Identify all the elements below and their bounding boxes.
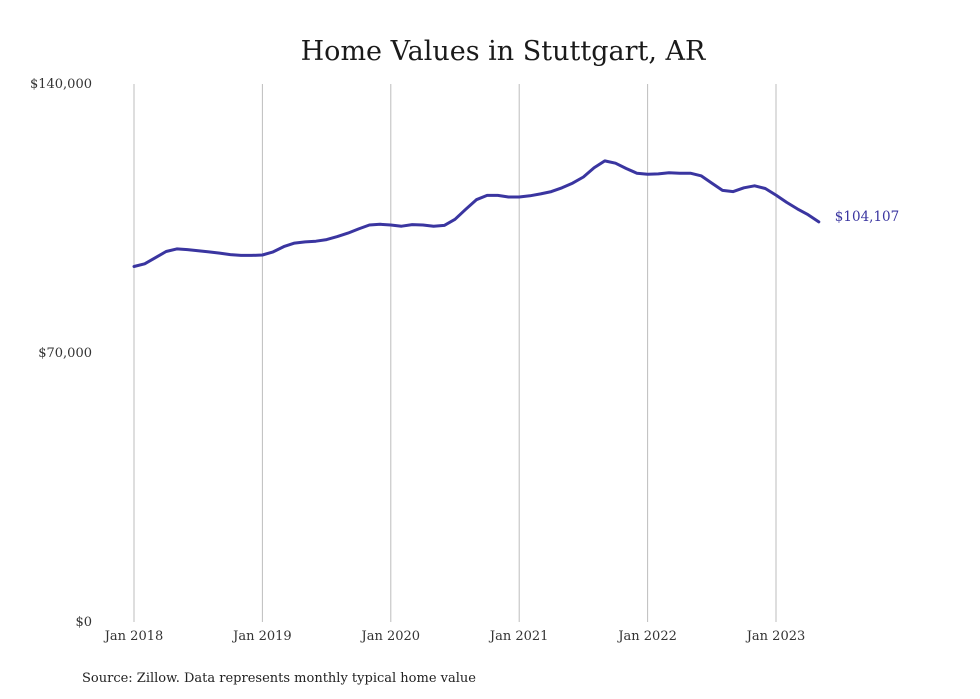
data-point [539,192,542,195]
data-point [454,218,457,221]
x-tick-label: Jan 2019 [231,629,292,644]
data-point [143,262,146,265]
data-point [336,235,339,238]
data-point [518,196,521,199]
data-point [785,201,788,204]
data-point [229,253,232,256]
data-point [175,247,178,250]
data-point [250,254,253,257]
data-point [389,224,392,227]
y-tick-label: $140,000 [30,77,92,92]
data-point [186,248,189,251]
data-point [261,254,264,257]
data-point [775,194,778,197]
data-point [625,167,628,170]
gridlines [133,84,777,622]
data-point [550,190,553,193]
data-point [668,171,671,174]
data-point [282,245,285,248]
data-point [475,198,478,201]
data-point [165,250,168,253]
data-point [603,159,606,162]
data-point [464,208,467,211]
data-point [486,194,489,197]
data-point [732,190,735,193]
data-point [368,224,371,227]
x-tick-label: Jan 2023 [745,629,806,644]
data-point [710,182,713,185]
data-point [593,166,596,169]
data-point [528,194,531,197]
data-point [379,223,382,226]
series-line-home-value [132,159,821,268]
data-point [689,172,692,175]
chart-title: Home Values in Stuttgart, AR [301,36,706,67]
data-point [796,207,799,210]
y-axis: $0 $70,000 $140,000 [30,77,92,630]
x-axis: Jan 2018 Jan 2019 Jan 2020 Jan 2021 Jan 2022… [103,629,806,644]
data-point [207,250,210,253]
data-point [357,227,360,230]
data-point [561,186,564,189]
y-tick-label: $70,000 [38,346,92,361]
data-point [817,220,820,223]
data-point [314,240,317,243]
data-point [764,187,767,190]
data-point [742,186,745,189]
x-tick-label: Jan 2018 [103,629,164,644]
data-point [347,232,350,235]
data-point [154,256,157,259]
data-point [197,249,200,252]
data-point [807,213,810,216]
series-group [132,159,821,268]
data-point [721,189,724,192]
data-point [240,254,243,257]
x-tick-label: Jan 2020 [360,629,421,644]
data-point [700,174,703,177]
data-point [646,173,649,176]
data-point [678,172,681,175]
data-point [657,172,660,175]
data-point [582,176,585,179]
data-point [571,182,574,185]
data-point [507,196,510,199]
data-point [400,225,403,228]
data-point [421,224,424,227]
data-point [304,240,307,243]
x-tick-label: Jan 2022 [616,629,677,644]
data-point [272,250,275,253]
source-note: Source: Zillow. Data represents monthly … [82,671,476,686]
data-point [325,238,328,241]
data-point [293,242,296,245]
data-point [432,225,435,228]
data-point [411,223,414,226]
data-point [496,194,499,197]
data-point [218,252,221,255]
data-point [614,162,617,165]
data-point [133,265,136,268]
data-point [635,172,638,175]
x-tick-label: Jan 2021 [488,629,549,644]
last-value-label: $104,107 [835,209,899,225]
y-tick-label: $0 [75,615,92,630]
data-point [753,184,756,187]
data-point [443,224,446,227]
